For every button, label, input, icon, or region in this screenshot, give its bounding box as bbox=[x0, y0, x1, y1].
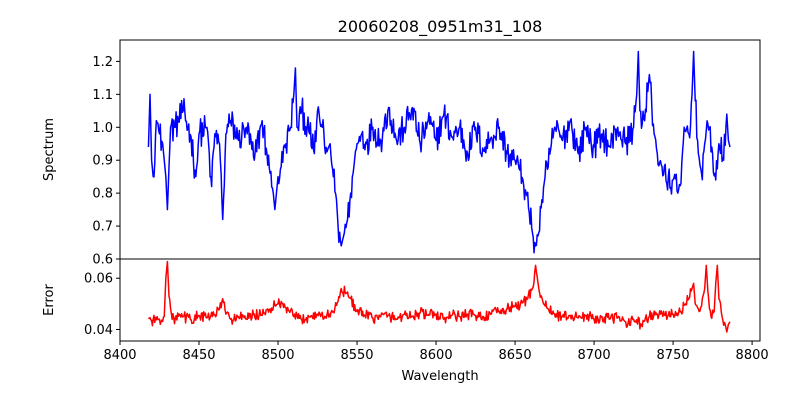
y-tick-label: 1.1 bbox=[92, 88, 113, 103]
x-tick-label: 8500 bbox=[261, 348, 294, 363]
x-tick-label: 8450 bbox=[182, 348, 215, 363]
x-tick-label: 8650 bbox=[499, 348, 532, 363]
x-tick-label: 8400 bbox=[103, 348, 136, 363]
wavelength-x-axis: 8400 8450 8500 8550 8600 8650 8700 8750 8800 bbox=[103, 341, 769, 363]
y-tick-label: 0.7 bbox=[92, 220, 113, 235]
x-tick-label: 8800 bbox=[736, 348, 769, 363]
y-tick-label: 0.06 bbox=[84, 272, 113, 287]
error-y-axis-label: Error bbox=[42, 284, 57, 316]
x-tick-label: 8750 bbox=[657, 348, 690, 363]
error-series-layer bbox=[148, 260, 731, 333]
spectrum-plot-frame bbox=[119, 39, 761, 260]
y-tick-label: 1.2 bbox=[92, 55, 113, 70]
spectrum-y-axis: 0.6 0.7 0.8 0.9 1.0 1.1 1.2 bbox=[92, 55, 120, 268]
series-line-0 bbox=[148, 260, 731, 333]
x-tick-label: 8550 bbox=[340, 348, 373, 363]
y-tick-label: 0.8 bbox=[92, 187, 113, 202]
spectrum-y-axis-label: Spectrum bbox=[42, 118, 57, 181]
x-axis-label: Wavelength bbox=[401, 369, 478, 384]
y-tick-label: 0.04 bbox=[84, 323, 113, 338]
series-line-0 bbox=[147, 50, 731, 254]
x-tick-label: 8600 bbox=[420, 348, 453, 363]
error-y-axis: 0.04 0.06 bbox=[84, 272, 120, 338]
error-plot-frame bbox=[119, 258, 761, 342]
error-panel: 0.04 0.06 8400 8450 8500 8550 8600 8650 8700 875… bbox=[42, 258, 769, 384]
chart-title: 20060208_0951m31_108 bbox=[338, 17, 543, 37]
spectrum-panel: 0.6 0.7 0.8 0.9 1.0 1.1 1.2 Spectrum bbox=[42, 39, 761, 268]
y-tick-label: 1.0 bbox=[92, 121, 113, 136]
y-tick-label: 0.9 bbox=[92, 154, 113, 169]
spectrum-series-layer bbox=[147, 50, 731, 254]
x-tick-label: 8700 bbox=[578, 348, 611, 363]
y-tick-label: 0.6 bbox=[92, 253, 113, 268]
